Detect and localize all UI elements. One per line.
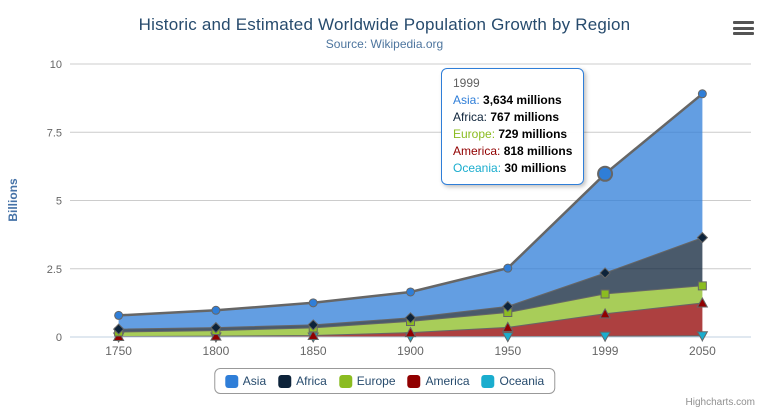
x-axis-label: 2050 (689, 344, 716, 358)
tooltip: 1999 Asia: 3,634 millions Africa: 767 mil… (441, 68, 585, 185)
marker-europe-1999[interactable] (600, 289, 610, 299)
chart-title: Historic and Estimated Worldwide Populat… (138, 15, 631, 34)
chart-subtitle: Source: Wikipedia.org (325, 37, 444, 51)
tooltip-row-america: America: 818 millions (453, 143, 572, 160)
marker-america-1800[interactable] (210, 330, 222, 341)
hamburger-menu-icon (733, 21, 754, 24)
series-area-america[interactable] (118, 303, 703, 337)
legend-item-asia[interactable]: Asia (224, 374, 267, 388)
marker-asia-1750[interactable] (114, 310, 124, 320)
series-area-africa[interactable] (118, 237, 703, 332)
hamburger-menu-icon (733, 32, 754, 35)
marker-oceania-2050[interactable] (696, 331, 709, 342)
tooltip-series-name: Europe: (453, 127, 496, 141)
legend-swatch-america (407, 374, 421, 388)
tooltip-value: 30 millions (504, 161, 567, 175)
tooltip-series-name: Oceania: (453, 161, 502, 175)
legend-item-america[interactable]: America (407, 374, 470, 388)
marker-asia-1800[interactable] (211, 305, 221, 315)
marker-america-2050[interactable] (696, 296, 709, 308)
marker-africa-2050[interactable] (696, 231, 709, 244)
marker-africa-1950[interactable] (502, 300, 514, 313)
legend-swatch-europe (338, 374, 352, 388)
x-axis-label: 1750 (105, 344, 132, 358)
tooltip-value: 3,634 millions (483, 93, 562, 107)
marker-africa-1800[interactable] (210, 321, 222, 334)
legend-label: Oceania (499, 374, 545, 388)
tooltip-value: 818 millions (503, 144, 573, 158)
y-axis-label: 10 (50, 59, 62, 71)
marker-oceania-1999[interactable] (599, 331, 611, 343)
tooltip-header: 1999 (453, 76, 480, 90)
marker-asia-1950[interactable] (503, 263, 513, 273)
legend: Asia Africa Europe America Oceania (213, 368, 556, 394)
legend-label: Africa (296, 374, 327, 388)
legend-item-africa[interactable]: Africa (278, 374, 327, 388)
y-axis-label: 5 (56, 196, 62, 208)
tooltip-value: 767 millions (490, 110, 560, 124)
x-axis-label: 1800 (203, 344, 230, 358)
legend-item-oceania[interactable]: Oceania (481, 374, 545, 388)
tooltip-series-name: Africa: (453, 110, 488, 124)
y-axis-label: 2.5 (47, 264, 62, 276)
marker-africa-1900[interactable] (404, 312, 417, 324)
marker-america-1850[interactable] (307, 329, 320, 340)
marker-asia-2050[interactable] (697, 89, 707, 99)
legend-label: America (425, 374, 470, 388)
marker-asia-1900[interactable] (406, 287, 415, 297)
tooltip-row-europe: Europe: 729 millions (453, 126, 572, 143)
marker-america-1900[interactable] (404, 326, 417, 338)
y-axis-title: Billions (6, 178, 20, 222)
credits-link[interactable]: Highcharts.com (685, 397, 755, 408)
marker-africa-1850[interactable] (307, 319, 319, 331)
legend-label: Europe (356, 374, 396, 388)
x-axis-label: 1850 (300, 344, 327, 358)
marker-africa-1750[interactable] (112, 323, 125, 335)
tooltip-value: 729 millions (498, 127, 568, 141)
marker-asia-1850[interactable] (308, 298, 318, 308)
series-area-asia[interactable] (118, 93, 703, 330)
marker-america-1999[interactable] (599, 307, 611, 319)
marker-asia-1999[interactable] (597, 165, 614, 182)
legend-swatch-africa (278, 374, 292, 388)
legend-swatch-oceania (481, 374, 495, 388)
marker-oceania-1950[interactable] (501, 332, 514, 343)
legend-item-europe[interactable]: Europe (338, 374, 396, 388)
x-axis-label: 1999 (592, 344, 619, 358)
x-axis-label: 1950 (494, 344, 521, 358)
tooltip-row-oceania: Oceania: 30 millions (453, 160, 572, 177)
marker-africa-1999[interactable] (599, 267, 611, 279)
y-axis-label: 0 (56, 332, 62, 344)
legend-label: Asia (242, 374, 267, 388)
marker-europe-2050[interactable] (697, 281, 707, 291)
tooltip-series-name: Asia: (453, 93, 480, 107)
x-axis-label: 1900 (397, 344, 424, 358)
y-axis-label: 7.5 (47, 127, 62, 139)
tooltip-series-name: America: (453, 144, 501, 158)
tooltip-row-asia: Asia: 3,634 millions (453, 92, 572, 109)
hamburger-menu-icon (733, 26, 754, 30)
marker-america-1950[interactable] (501, 321, 514, 332)
tooltip-row-africa: Africa: 767 millions (453, 109, 572, 126)
export-menu-button[interactable] (733, 21, 754, 35)
legend-swatch-asia (224, 374, 238, 388)
